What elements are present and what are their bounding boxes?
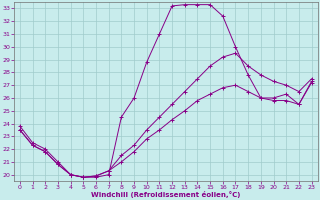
X-axis label: Windchill (Refroidissement éolien,°C): Windchill (Refroidissement éolien,°C) [91,191,240,198]
